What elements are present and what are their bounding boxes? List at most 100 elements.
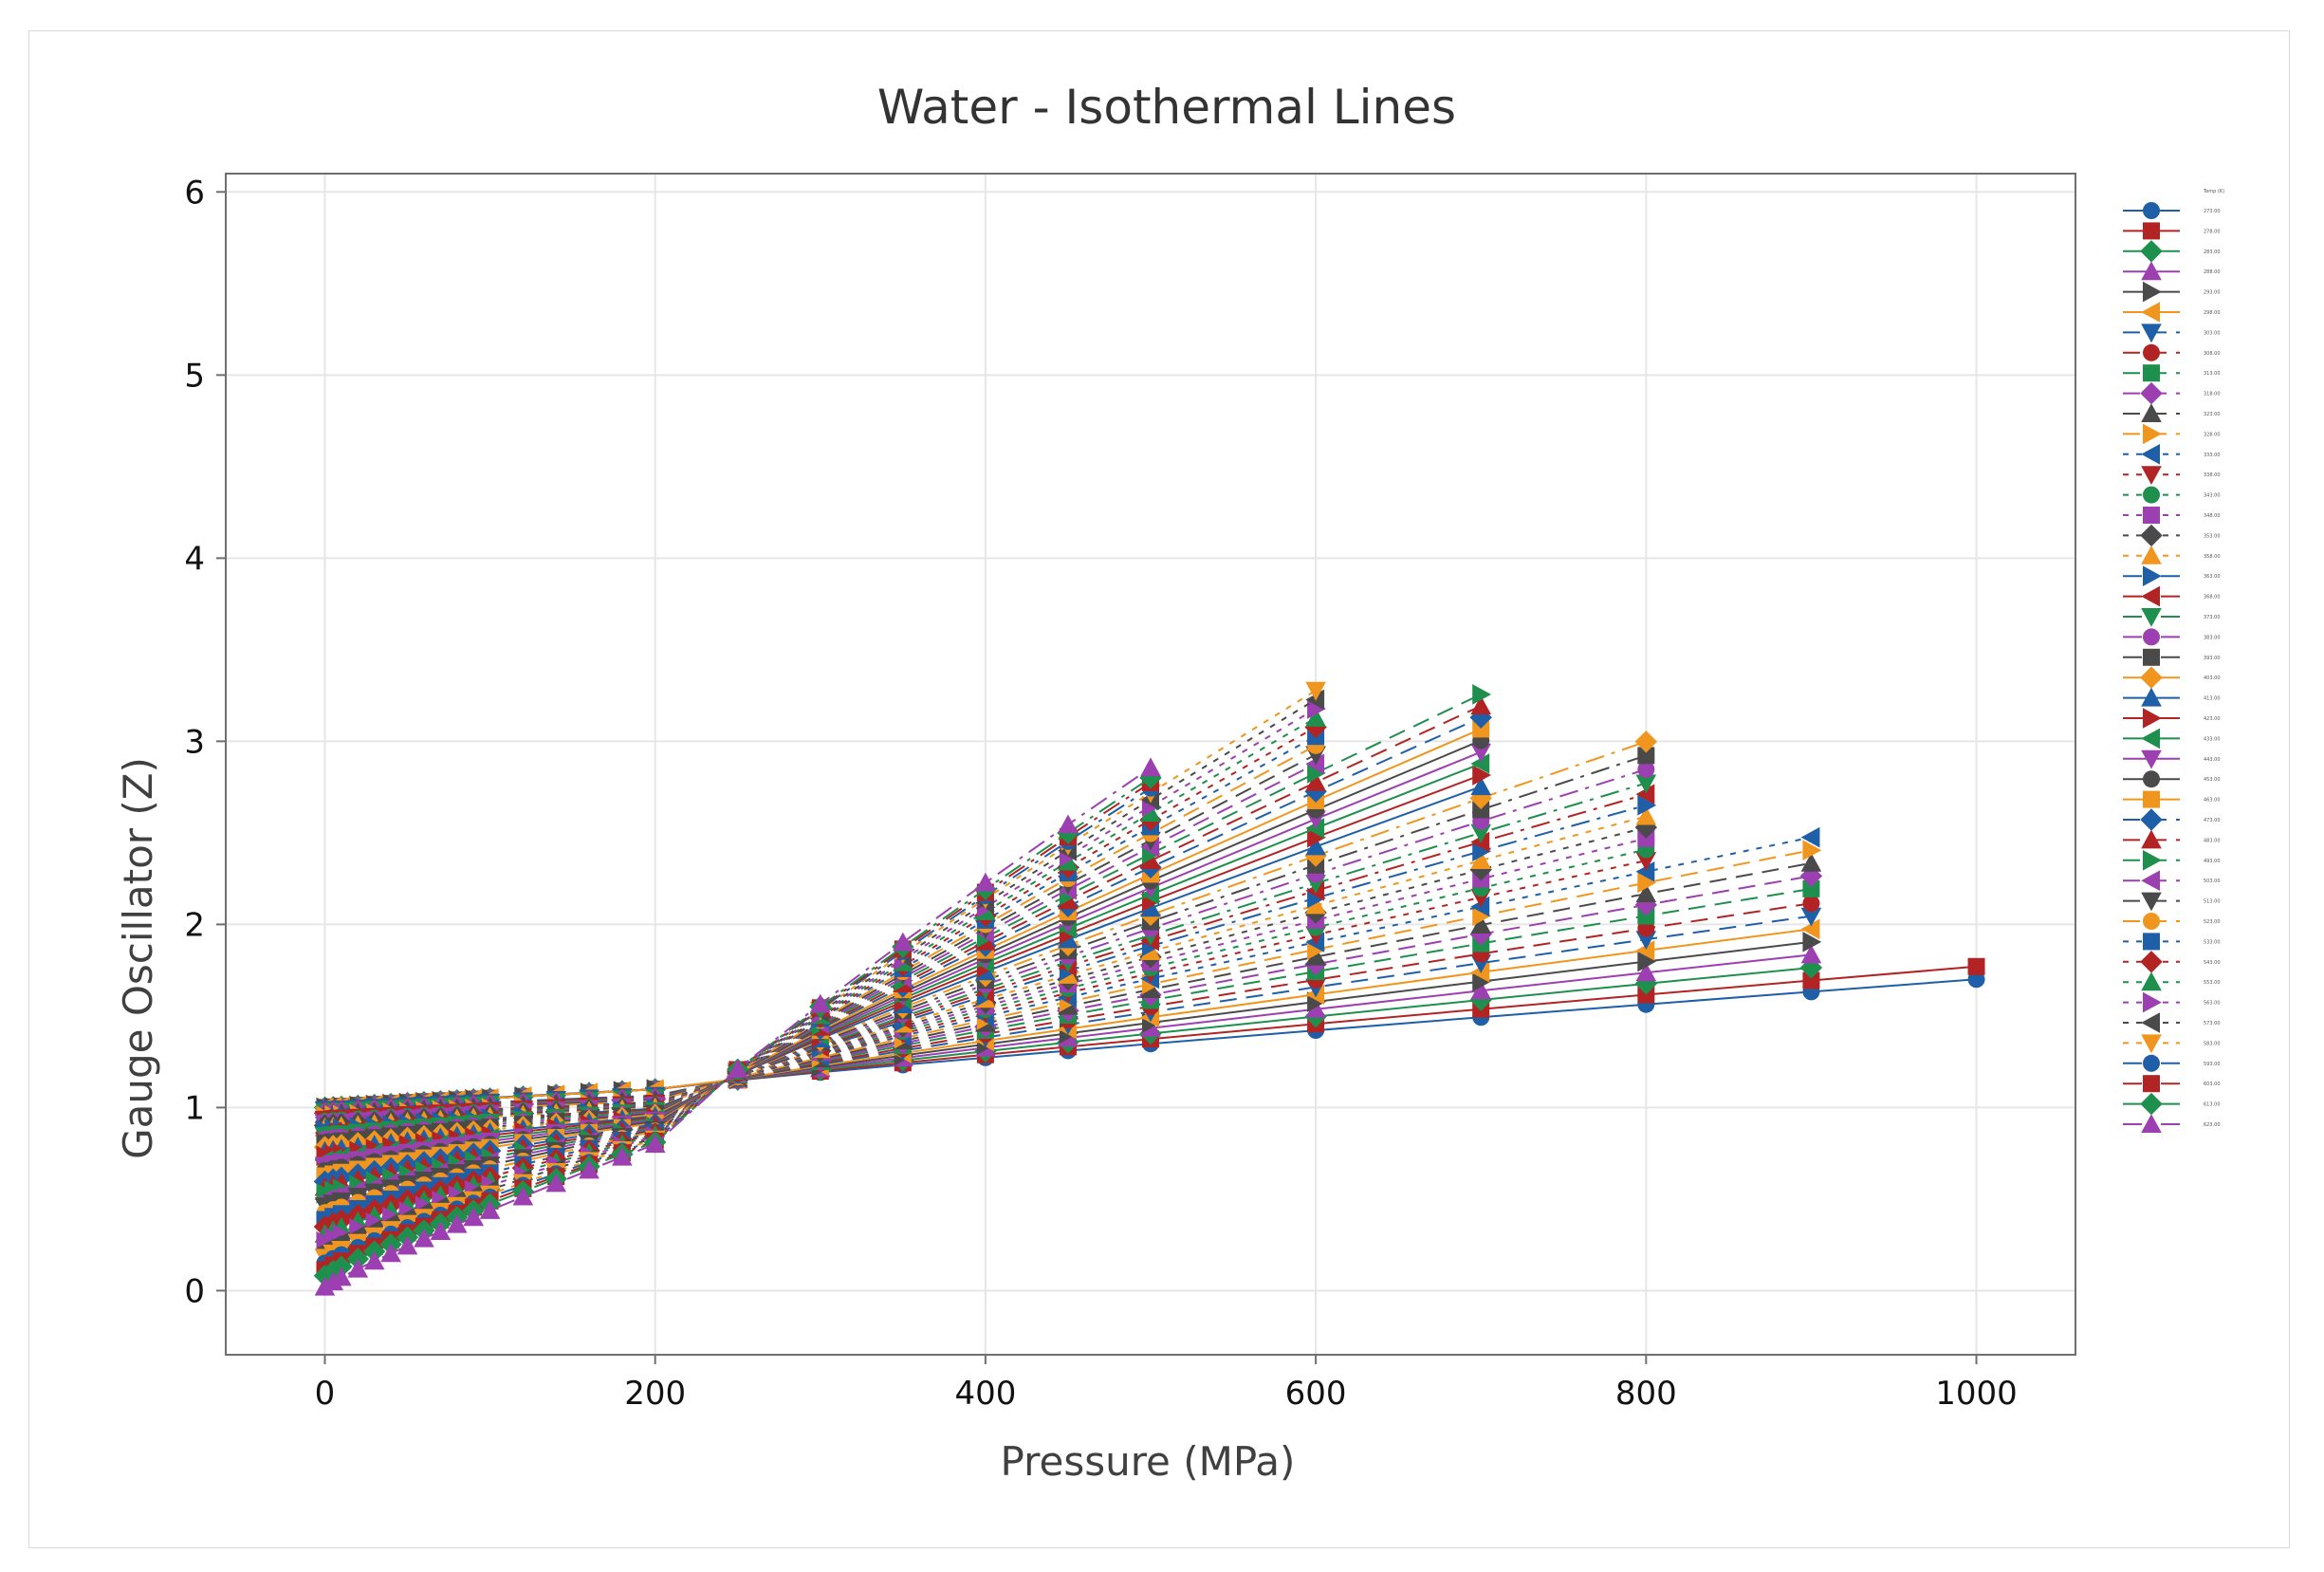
- series-line: [324, 860, 1647, 1120]
- data-point: [1637, 747, 1655, 765]
- legend-label: 283.00: [2204, 250, 2221, 255]
- legend-item: 423.00: [2123, 708, 2221, 729]
- data-point: [1635, 931, 1657, 951]
- data-point: [2141, 444, 2160, 465]
- legend-label: 328.00: [2204, 432, 2221, 437]
- data-point: [1304, 780, 1327, 803]
- legend-item: 383.00: [2123, 628, 2221, 646]
- data-point: [512, 1186, 534, 1206]
- legend-label: 373.00: [2204, 615, 2221, 620]
- legend-label: 293.00: [2204, 290, 2221, 296]
- legend-label: 433.00: [2204, 736, 2221, 742]
- legend-item: 503.00: [2123, 870, 2221, 891]
- data-point: [893, 932, 913, 952]
- legend-label: 298.00: [2204, 310, 2221, 316]
- data-point: [1472, 971, 1492, 992]
- data-point: [1140, 897, 1161, 917]
- data-point: [1140, 803, 1161, 823]
- data-point: [1802, 971, 1820, 989]
- data-point: [1470, 980, 1492, 1000]
- data-point: [2141, 1034, 2162, 1054]
- series-line: [324, 716, 1317, 1235]
- legend-label: 623.00: [2204, 1122, 2221, 1128]
- series-line: [324, 837, 1647, 1124]
- data-point: [1472, 801, 1490, 819]
- data-point: [2143, 850, 2162, 871]
- data-point: [809, 993, 831, 1013]
- legend-label: 348.00: [2204, 513, 2221, 519]
- data-point: [1305, 836, 1326, 856]
- data-point: [1470, 823, 1492, 843]
- x-tick-label: 800: [1615, 1375, 1677, 1413]
- legend-label: 583.00: [2204, 1041, 2221, 1046]
- data-point: [612, 1146, 633, 1166]
- data-point: [1637, 872, 1657, 894]
- legend-label: 313.00: [2204, 371, 2221, 377]
- x-tick-label: 400: [954, 1375, 1016, 1413]
- legend-label: 303.00: [2204, 330, 2221, 336]
- x-tick-label: 200: [624, 1375, 686, 1413]
- x-axis: 0 200 400 600 800 1000: [315, 1355, 2018, 1413]
- legend-item: 298.00: [2123, 302, 2221, 323]
- data-point: [1635, 883, 1657, 903]
- data-point: [2140, 240, 2163, 263]
- legend-item: 323.00: [2123, 403, 2221, 422]
- data-point: [1967, 971, 1985, 989]
- legend-label: 483.00: [2204, 838, 2221, 843]
- data-point: [363, 1250, 385, 1270]
- legend-label: 553.00: [2204, 980, 2221, 986]
- legend-label: 603.00: [2204, 1082, 2221, 1087]
- series-623.00: [314, 757, 1161, 1296]
- data-point: [314, 1276, 336, 1296]
- data-point: [1307, 826, 1326, 848]
- series-line: [324, 826, 1647, 1127]
- legend-item: 513.00: [2123, 892, 2221, 912]
- data-point: [1470, 695, 1492, 715]
- plot-area: [225, 173, 2076, 1356]
- legend-item: 623.00: [2123, 1114, 2221, 1133]
- legend-item: 483.00: [2123, 829, 2221, 849]
- data-point: [2141, 892, 2162, 912]
- legend-label: 358.00: [2204, 554, 2221, 560]
- legend-label: 353.00: [2204, 533, 2221, 539]
- legend-label: 308.00: [2204, 351, 2221, 357]
- data-point: [1800, 918, 1820, 940]
- data-point: [1472, 720, 1490, 738]
- legend-item: 613.00: [2123, 1092, 2221, 1116]
- data-point: [463, 1207, 484, 1227]
- legend-item: 358.00: [2123, 546, 2221, 564]
- y-tick-label: 4: [184, 540, 205, 578]
- legend-label: 403.00: [2204, 675, 2221, 681]
- data-point: [1470, 831, 1490, 853]
- legend-label: 368.00: [2204, 595, 2221, 601]
- data-point: [1307, 763, 1326, 784]
- legend-item: 453.00: [2123, 770, 2221, 788]
- data-point: [2141, 324, 2162, 343]
- data-point: [2143, 507, 2160, 524]
- y-tick-label: 0: [184, 1272, 205, 1310]
- legend-label: 463.00: [2204, 798, 2221, 804]
- grid: [226, 174, 2075, 1355]
- data-point: [2143, 222, 2160, 240]
- data-point: [2143, 708, 2162, 729]
- legend-label: 593.00: [2204, 1062, 2221, 1067]
- data-point: [2141, 261, 2162, 281]
- data-point: [2141, 971, 2162, 991]
- data-point: [1305, 689, 1325, 711]
- legend-item: 308.00: [2123, 343, 2221, 361]
- data-point: [2140, 524, 2163, 547]
- data-point: [1307, 698, 1326, 719]
- legend-item: 333.00: [2123, 444, 2221, 465]
- data-point: [1469, 989, 1492, 1011]
- data-point: [1634, 731, 1658, 753]
- data-point: [2140, 951, 2163, 973]
- legend-item: 403.00: [2123, 666, 2221, 689]
- data-point: [2140, 1092, 2163, 1116]
- data-point: [2141, 302, 2160, 323]
- data-point: [330, 1255, 353, 1278]
- legend-item: 288.00: [2123, 261, 2221, 281]
- data-point: [2143, 1054, 2160, 1072]
- data-point: [2141, 403, 2162, 422]
- data-point: [1802, 895, 1820, 913]
